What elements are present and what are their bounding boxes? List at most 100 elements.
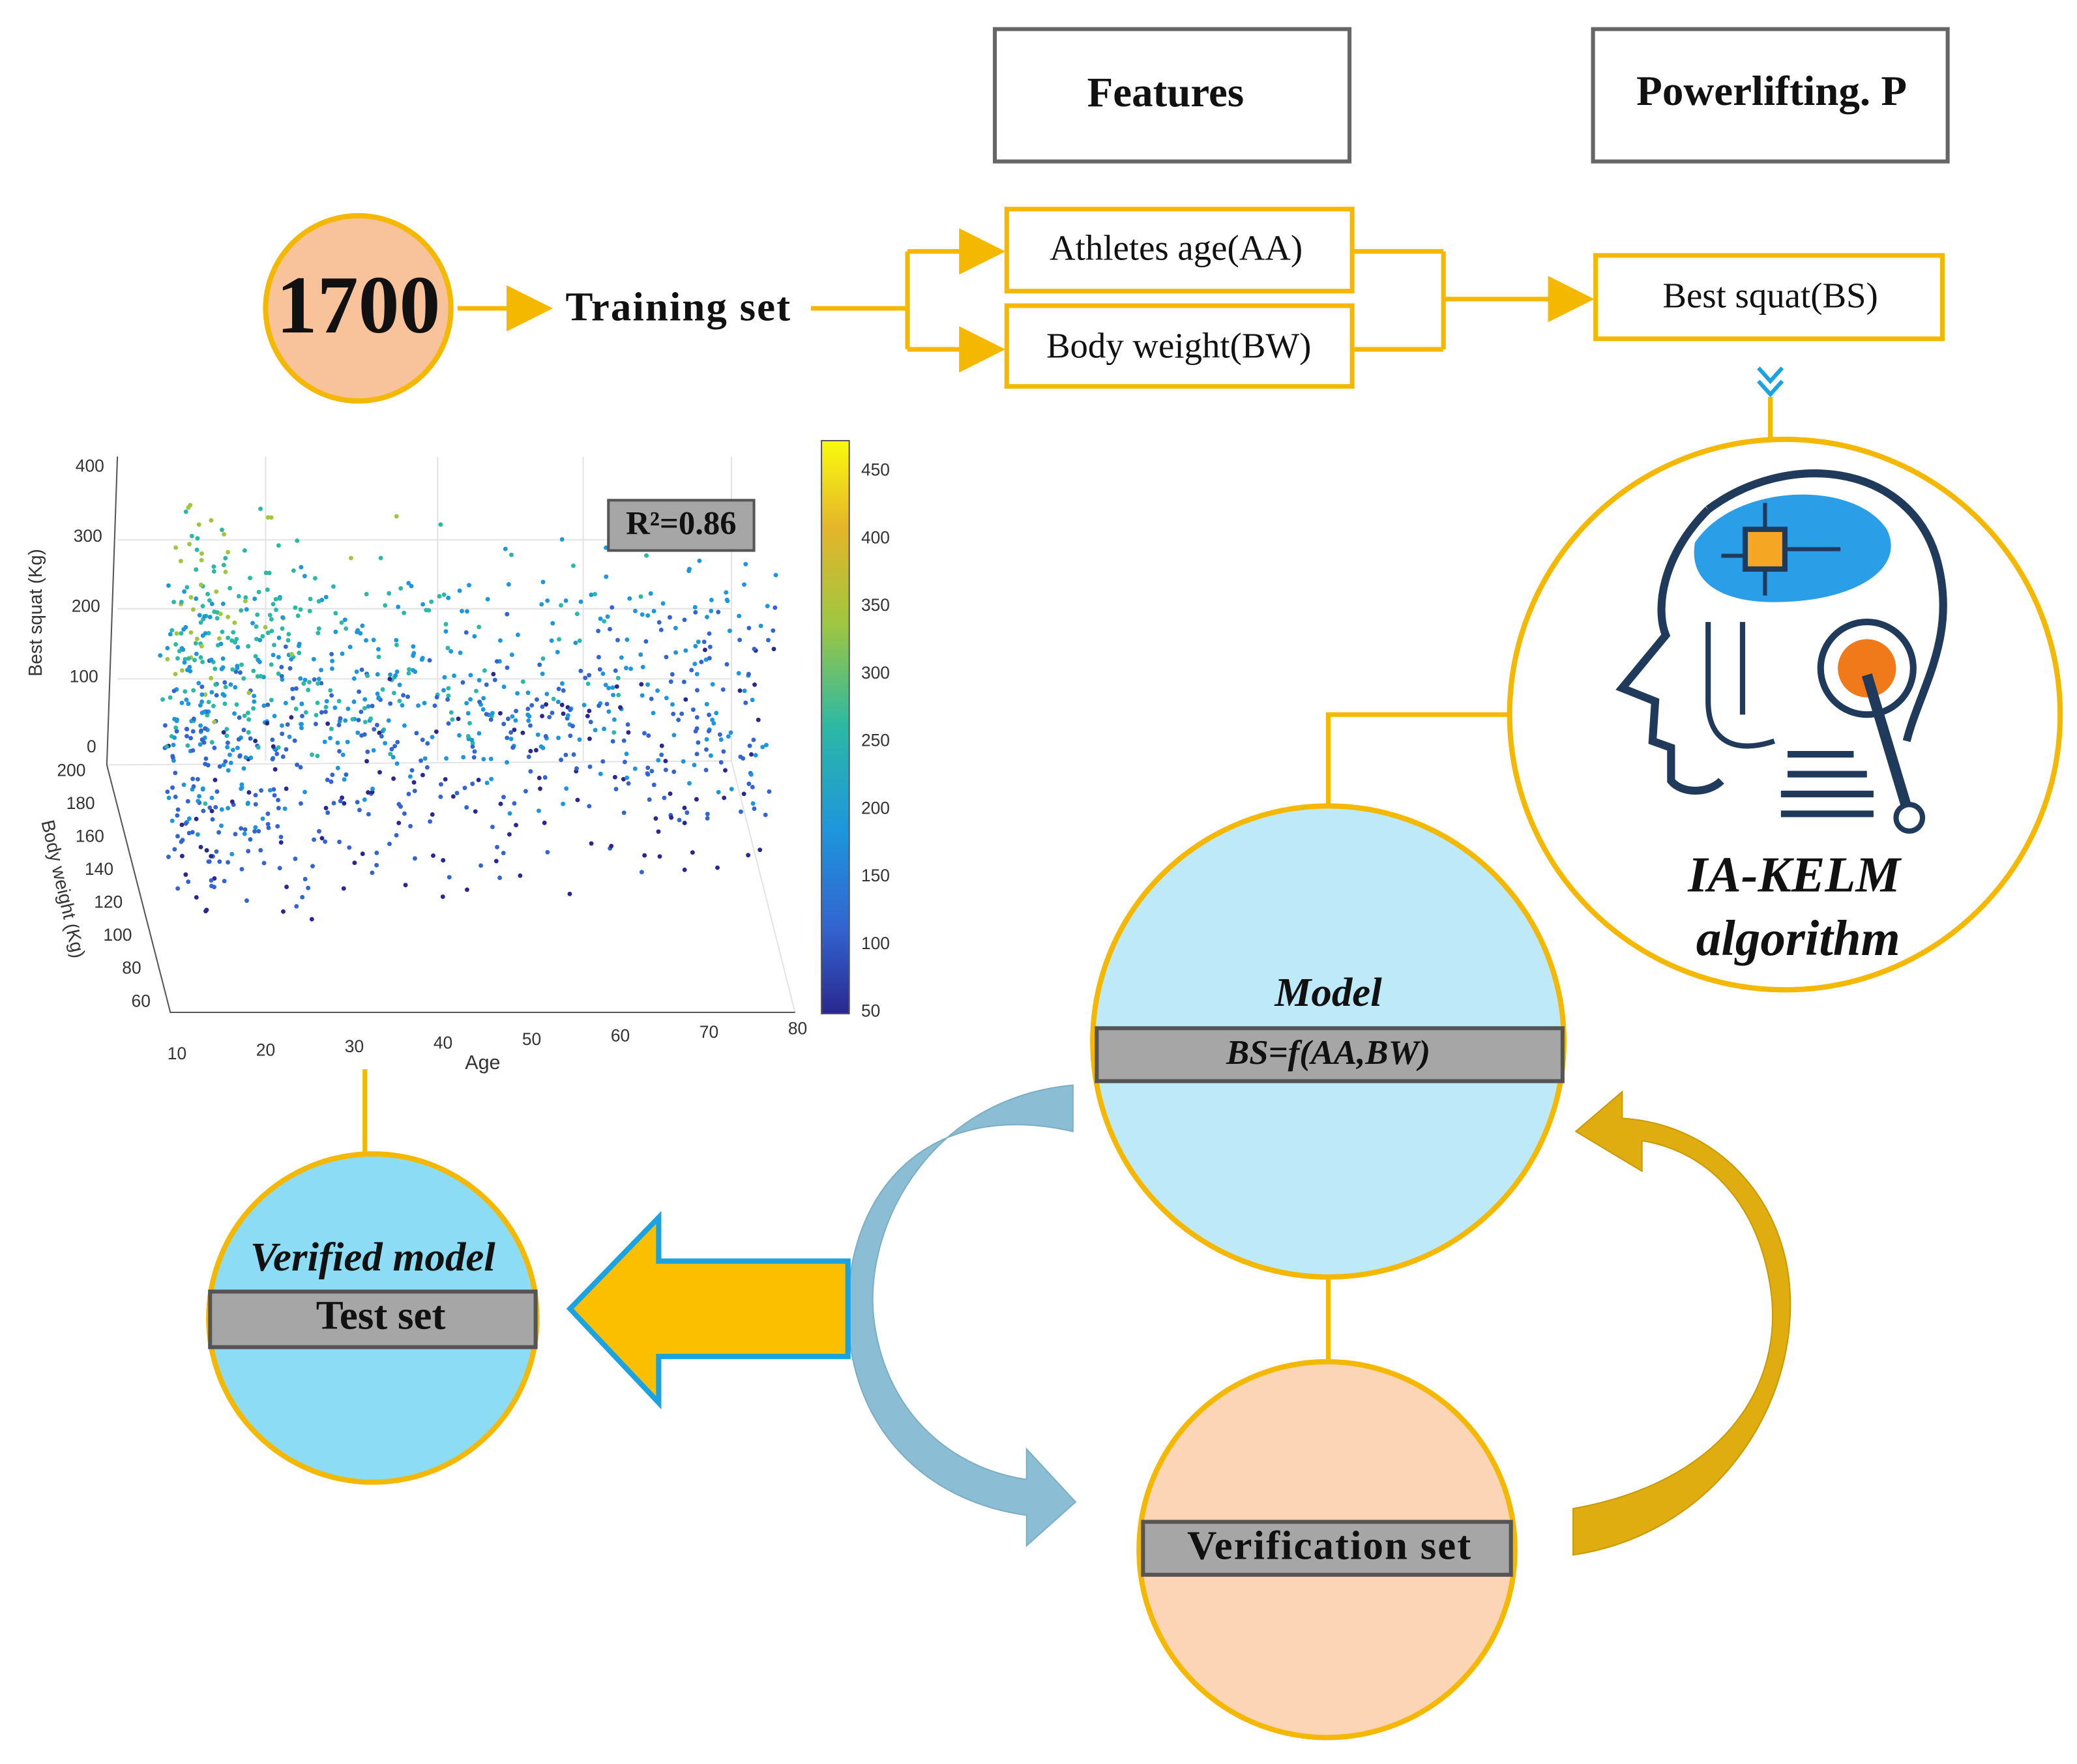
point xyxy=(276,671,281,676)
point xyxy=(272,642,276,647)
point xyxy=(722,795,727,801)
point xyxy=(324,699,329,704)
point xyxy=(277,596,282,601)
point xyxy=(551,696,556,701)
point xyxy=(773,572,778,578)
point xyxy=(338,799,343,804)
point xyxy=(340,752,346,757)
point xyxy=(203,631,208,636)
point xyxy=(316,626,321,631)
point xyxy=(265,515,271,520)
tick-label: 200 xyxy=(57,760,85,780)
point xyxy=(187,542,192,547)
point xyxy=(252,694,257,699)
point xyxy=(341,886,346,891)
point xyxy=(252,699,257,704)
point xyxy=(221,563,226,568)
point xyxy=(291,568,296,573)
count-circle xyxy=(263,213,454,404)
point xyxy=(716,610,721,615)
point xyxy=(642,731,647,736)
point xyxy=(199,643,204,649)
point xyxy=(501,722,507,727)
point xyxy=(258,507,263,511)
point xyxy=(200,738,205,743)
point xyxy=(467,583,471,588)
point xyxy=(707,631,712,636)
point xyxy=(651,711,656,716)
point xyxy=(651,609,656,613)
point xyxy=(430,812,435,817)
point xyxy=(509,652,514,657)
point xyxy=(199,551,204,556)
point xyxy=(724,662,729,667)
point xyxy=(279,673,284,679)
point xyxy=(297,651,302,656)
point xyxy=(561,688,566,693)
point xyxy=(339,620,344,625)
point xyxy=(771,628,776,633)
point xyxy=(253,802,258,807)
point xyxy=(434,729,439,734)
point xyxy=(228,752,232,757)
verification-label: Verification set xyxy=(1187,1523,1472,1568)
point xyxy=(441,858,446,863)
point xyxy=(633,608,638,613)
point xyxy=(173,795,178,799)
point xyxy=(239,608,244,613)
point xyxy=(628,666,634,671)
point xyxy=(472,634,477,639)
point xyxy=(514,709,519,714)
point xyxy=(737,688,743,693)
point xyxy=(312,837,317,842)
point xyxy=(710,717,715,722)
point xyxy=(256,589,261,595)
point xyxy=(567,891,572,896)
point xyxy=(763,742,769,748)
point xyxy=(626,781,631,786)
point xyxy=(693,610,698,615)
point xyxy=(518,873,523,878)
point xyxy=(226,806,231,811)
point xyxy=(694,797,699,802)
point xyxy=(370,703,375,709)
point xyxy=(218,641,224,647)
point xyxy=(370,870,375,875)
point xyxy=(450,717,455,722)
point xyxy=(209,690,214,695)
point xyxy=(394,514,399,519)
point xyxy=(186,816,192,821)
point xyxy=(179,668,184,673)
point xyxy=(589,593,594,597)
point xyxy=(565,713,570,718)
point xyxy=(362,706,367,711)
point xyxy=(335,765,340,771)
point xyxy=(184,698,189,702)
feature: Athletes age(AA) xyxy=(1050,228,1303,267)
point xyxy=(257,659,262,664)
point xyxy=(513,718,518,723)
point xyxy=(578,668,583,673)
point xyxy=(497,638,503,643)
point xyxy=(171,688,177,694)
point xyxy=(273,767,278,772)
point xyxy=(173,725,179,730)
point xyxy=(209,740,214,745)
point xyxy=(348,555,353,561)
point xyxy=(600,759,606,764)
point xyxy=(422,756,428,761)
point xyxy=(657,854,662,859)
point xyxy=(347,645,353,649)
box xyxy=(1591,27,1950,164)
point xyxy=(627,596,632,601)
point xyxy=(374,850,379,855)
point xyxy=(611,717,617,722)
point xyxy=(614,684,619,689)
point xyxy=(179,599,184,604)
point xyxy=(587,804,592,809)
point xyxy=(335,740,340,745)
point xyxy=(346,706,351,711)
algorithm-label: IA-KELM xyxy=(1687,847,1902,903)
point xyxy=(269,628,274,634)
point xyxy=(191,716,196,722)
